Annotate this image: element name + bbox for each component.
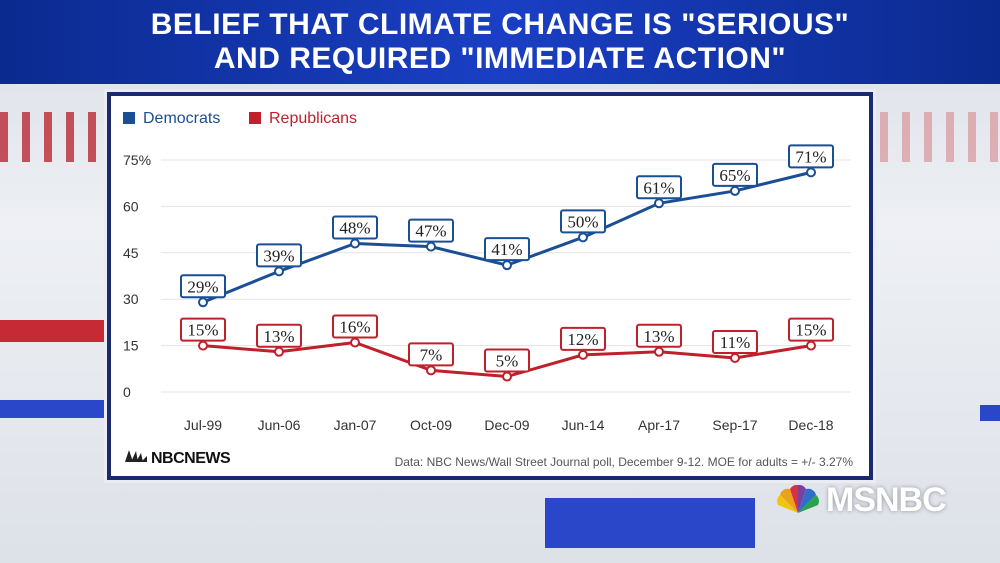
- legend-swatch-republicans: [249, 112, 261, 124]
- data-label-box: [332, 215, 378, 240]
- nbc-news-wordmark: NBCNEWS: [151, 450, 231, 467]
- x-axis: Jul-99 Jun-06 Jan-07 Oct-09 Dec-09 Jun-14 Apr-…: [184, 417, 834, 433]
- data-point: [730, 185, 740, 196]
- data-point: [198, 340, 208, 351]
- data-point: [350, 238, 360, 249]
- data-label-box: [560, 209, 606, 234]
- msnbc-logo: MSNBC: [776, 480, 947, 520]
- x-tick-label: Jan-07: [334, 417, 377, 433]
- data-point: [578, 232, 588, 243]
- chart-panel: 0 15 30 45 60 75% Jul-99 Jun-06 Jan-07 Oct-09 Dec…: [107, 92, 873, 480]
- data-point: [730, 352, 740, 363]
- legend: Democrats Republicans: [123, 110, 357, 127]
- data-label-box: [256, 243, 302, 268]
- data-label-box: [788, 317, 834, 342]
- data-label: 29%: [187, 277, 218, 296]
- data-label: 71%: [795, 147, 826, 166]
- y-axis: 0 15 30 45 60 75%: [123, 152, 151, 400]
- data-label: 15%: [187, 321, 218, 340]
- legend-swatch-democrats: [123, 112, 135, 124]
- data-point: [274, 346, 284, 357]
- data-label: 11%: [720, 333, 751, 352]
- legend-label-republicans: Republicans: [269, 110, 357, 127]
- bg-red-ticks-right: [880, 112, 1000, 162]
- x-tick-label: Dec-18: [788, 417, 833, 433]
- data-label-box: [408, 342, 454, 367]
- data-label-box: [712, 162, 758, 187]
- x-tick-label: Sep-17: [712, 417, 757, 433]
- data-label-box: [180, 274, 226, 299]
- source-note: Data: NBC News/Wall Street Journal poll,…: [395, 455, 854, 469]
- y-tick-label: 15: [123, 338, 139, 354]
- data-label-box: [636, 323, 682, 348]
- x-tick-label: Oct-09: [410, 417, 452, 433]
- y-tick-label: 30: [123, 291, 139, 307]
- y-tick-label: 75%: [123, 152, 151, 168]
- x-tick-label: Dec-09: [484, 417, 529, 433]
- data-point: [426, 365, 436, 376]
- data-label: 65%: [719, 166, 750, 185]
- data-label: 41%: [491, 240, 522, 259]
- data-label-box: [180, 317, 226, 342]
- data-point: [806, 340, 816, 351]
- x-tick-label: Jun-14: [562, 417, 605, 433]
- y-tick-label: 60: [123, 198, 139, 214]
- bg-blue-bar-left: [0, 400, 110, 418]
- peacock-icon: [125, 450, 147, 462]
- title-line-2: AND REQUIRED "IMMEDIATE ACTION": [213, 42, 787, 75]
- series-democrats: 29% 39% 48% 47% 41% 50% 61% 65% 71%: [180, 144, 834, 308]
- data-label-box: [484, 237, 530, 262]
- data-label: 50%: [567, 212, 598, 231]
- bg-blue-block-bottom: [545, 498, 755, 548]
- data-label: 48%: [339, 219, 370, 238]
- data-label-box: [712, 329, 758, 354]
- data-label: 16%: [339, 318, 370, 337]
- data-label-box: [332, 314, 378, 339]
- x-tick-label: Apr-17: [638, 417, 680, 433]
- peacock-color-icon: [777, 485, 819, 513]
- msnbc-wordmark: MSNBC: [826, 480, 947, 519]
- line-chart: 0 15 30 45 60 75% Jul-99 Jun-06 Jan-07 Oct-09 Dec…: [123, 110, 854, 469]
- y-tick-label: 0: [123, 384, 131, 400]
- bg-red-ticks-left: [0, 112, 110, 162]
- data-label: 5%: [496, 352, 519, 371]
- title-line-1: BELIEF THAT CLIMATE CHANGE IS "SERIOUS": [150, 8, 850, 41]
- data-label: 15%: [795, 321, 826, 340]
- data-point: [806, 167, 816, 178]
- bg-red-bar-left: [0, 320, 110, 342]
- x-tick-label: Jul-99: [184, 417, 222, 433]
- data-point: [654, 346, 664, 357]
- series-republicans: 15% 13% 16% 7% 5% 12% 13% 11% 15%: [180, 314, 834, 382]
- data-label-box: [484, 348, 530, 373]
- y-tick-label: 45: [123, 245, 139, 261]
- bg-blue-bar-right: [980, 405, 1000, 421]
- data-label-box: [788, 144, 834, 169]
- data-point: [578, 349, 588, 360]
- data-label: 7%: [420, 345, 443, 364]
- data-label: 13%: [643, 327, 674, 346]
- data-point: [426, 241, 436, 252]
- data-point: [274, 266, 284, 277]
- data-label: 13%: [263, 327, 294, 346]
- data-point: [502, 260, 512, 271]
- legend-label-democrats: Democrats: [143, 110, 220, 127]
- data-label: 47%: [415, 222, 446, 241]
- data-label-box: [256, 323, 302, 348]
- data-label-box: [408, 218, 454, 243]
- data-label-box: [636, 175, 682, 200]
- title-banner: BELIEF THAT CLIMATE CHANGE IS "SERIOUS" …: [0, 0, 1000, 84]
- data-point: [198, 297, 208, 308]
- data-label-box: [560, 326, 606, 351]
- data-point: [350, 337, 360, 348]
- data-label: 39%: [263, 246, 294, 265]
- data-point: [502, 371, 512, 382]
- data-point: [654, 198, 664, 209]
- x-tick-label: Jun-06: [258, 417, 301, 433]
- data-label: 12%: [567, 330, 598, 349]
- series-layer: 29% 39% 48% 47% 41% 50% 61% 65% 71% 15% 13% 16% 7% 5%…: [180, 144, 834, 382]
- nbc-news-logo: NBCNEWS: [125, 450, 231, 467]
- data-label: 61%: [643, 178, 674, 197]
